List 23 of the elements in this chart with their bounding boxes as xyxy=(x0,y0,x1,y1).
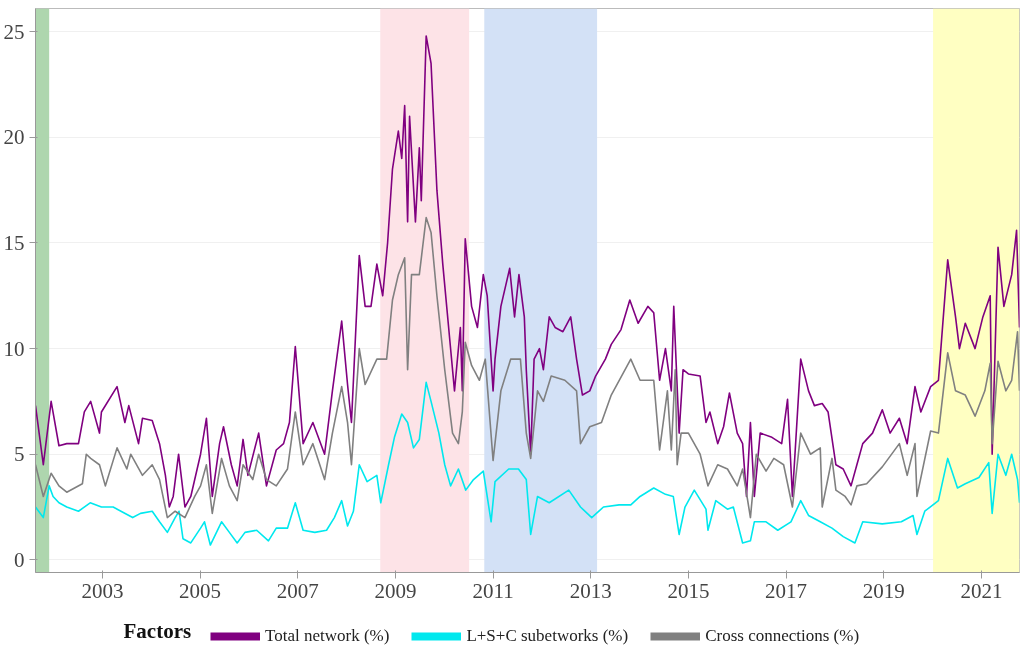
x-tick-label: 2005 xyxy=(179,578,222,603)
x-tick-label: 2019 xyxy=(862,578,905,603)
y-tick-label: 0 xyxy=(14,547,25,572)
legend-label: Cross connections (%) xyxy=(705,626,860,646)
x-tick-label: 2013 xyxy=(569,578,612,603)
x-tick-label: 2009 xyxy=(374,578,417,603)
legend-label: Total network (%) xyxy=(265,626,390,646)
y-tick-label: 25 xyxy=(3,19,25,44)
x-tick-label: 2017 xyxy=(765,578,808,603)
x-tick-label: 2021 xyxy=(960,578,1003,603)
line-series xyxy=(35,216,1020,519)
y-tick-label: 10 xyxy=(3,336,25,361)
line-series xyxy=(35,381,1020,546)
y-tick-label: 15 xyxy=(3,230,25,255)
y-tick-label: 5 xyxy=(14,442,25,467)
x-tick-label: 2011 xyxy=(472,578,514,603)
legend-title: Factors xyxy=(123,618,192,643)
x-tick-label: 2015 xyxy=(667,578,710,603)
line-series xyxy=(35,35,1020,508)
x-tick-label: 2007 xyxy=(276,578,319,603)
legend-label: L+S+C subetworks (%) xyxy=(466,626,629,646)
x-tick-label: 2003 xyxy=(81,578,124,603)
y-tick-label: 20 xyxy=(3,125,25,150)
